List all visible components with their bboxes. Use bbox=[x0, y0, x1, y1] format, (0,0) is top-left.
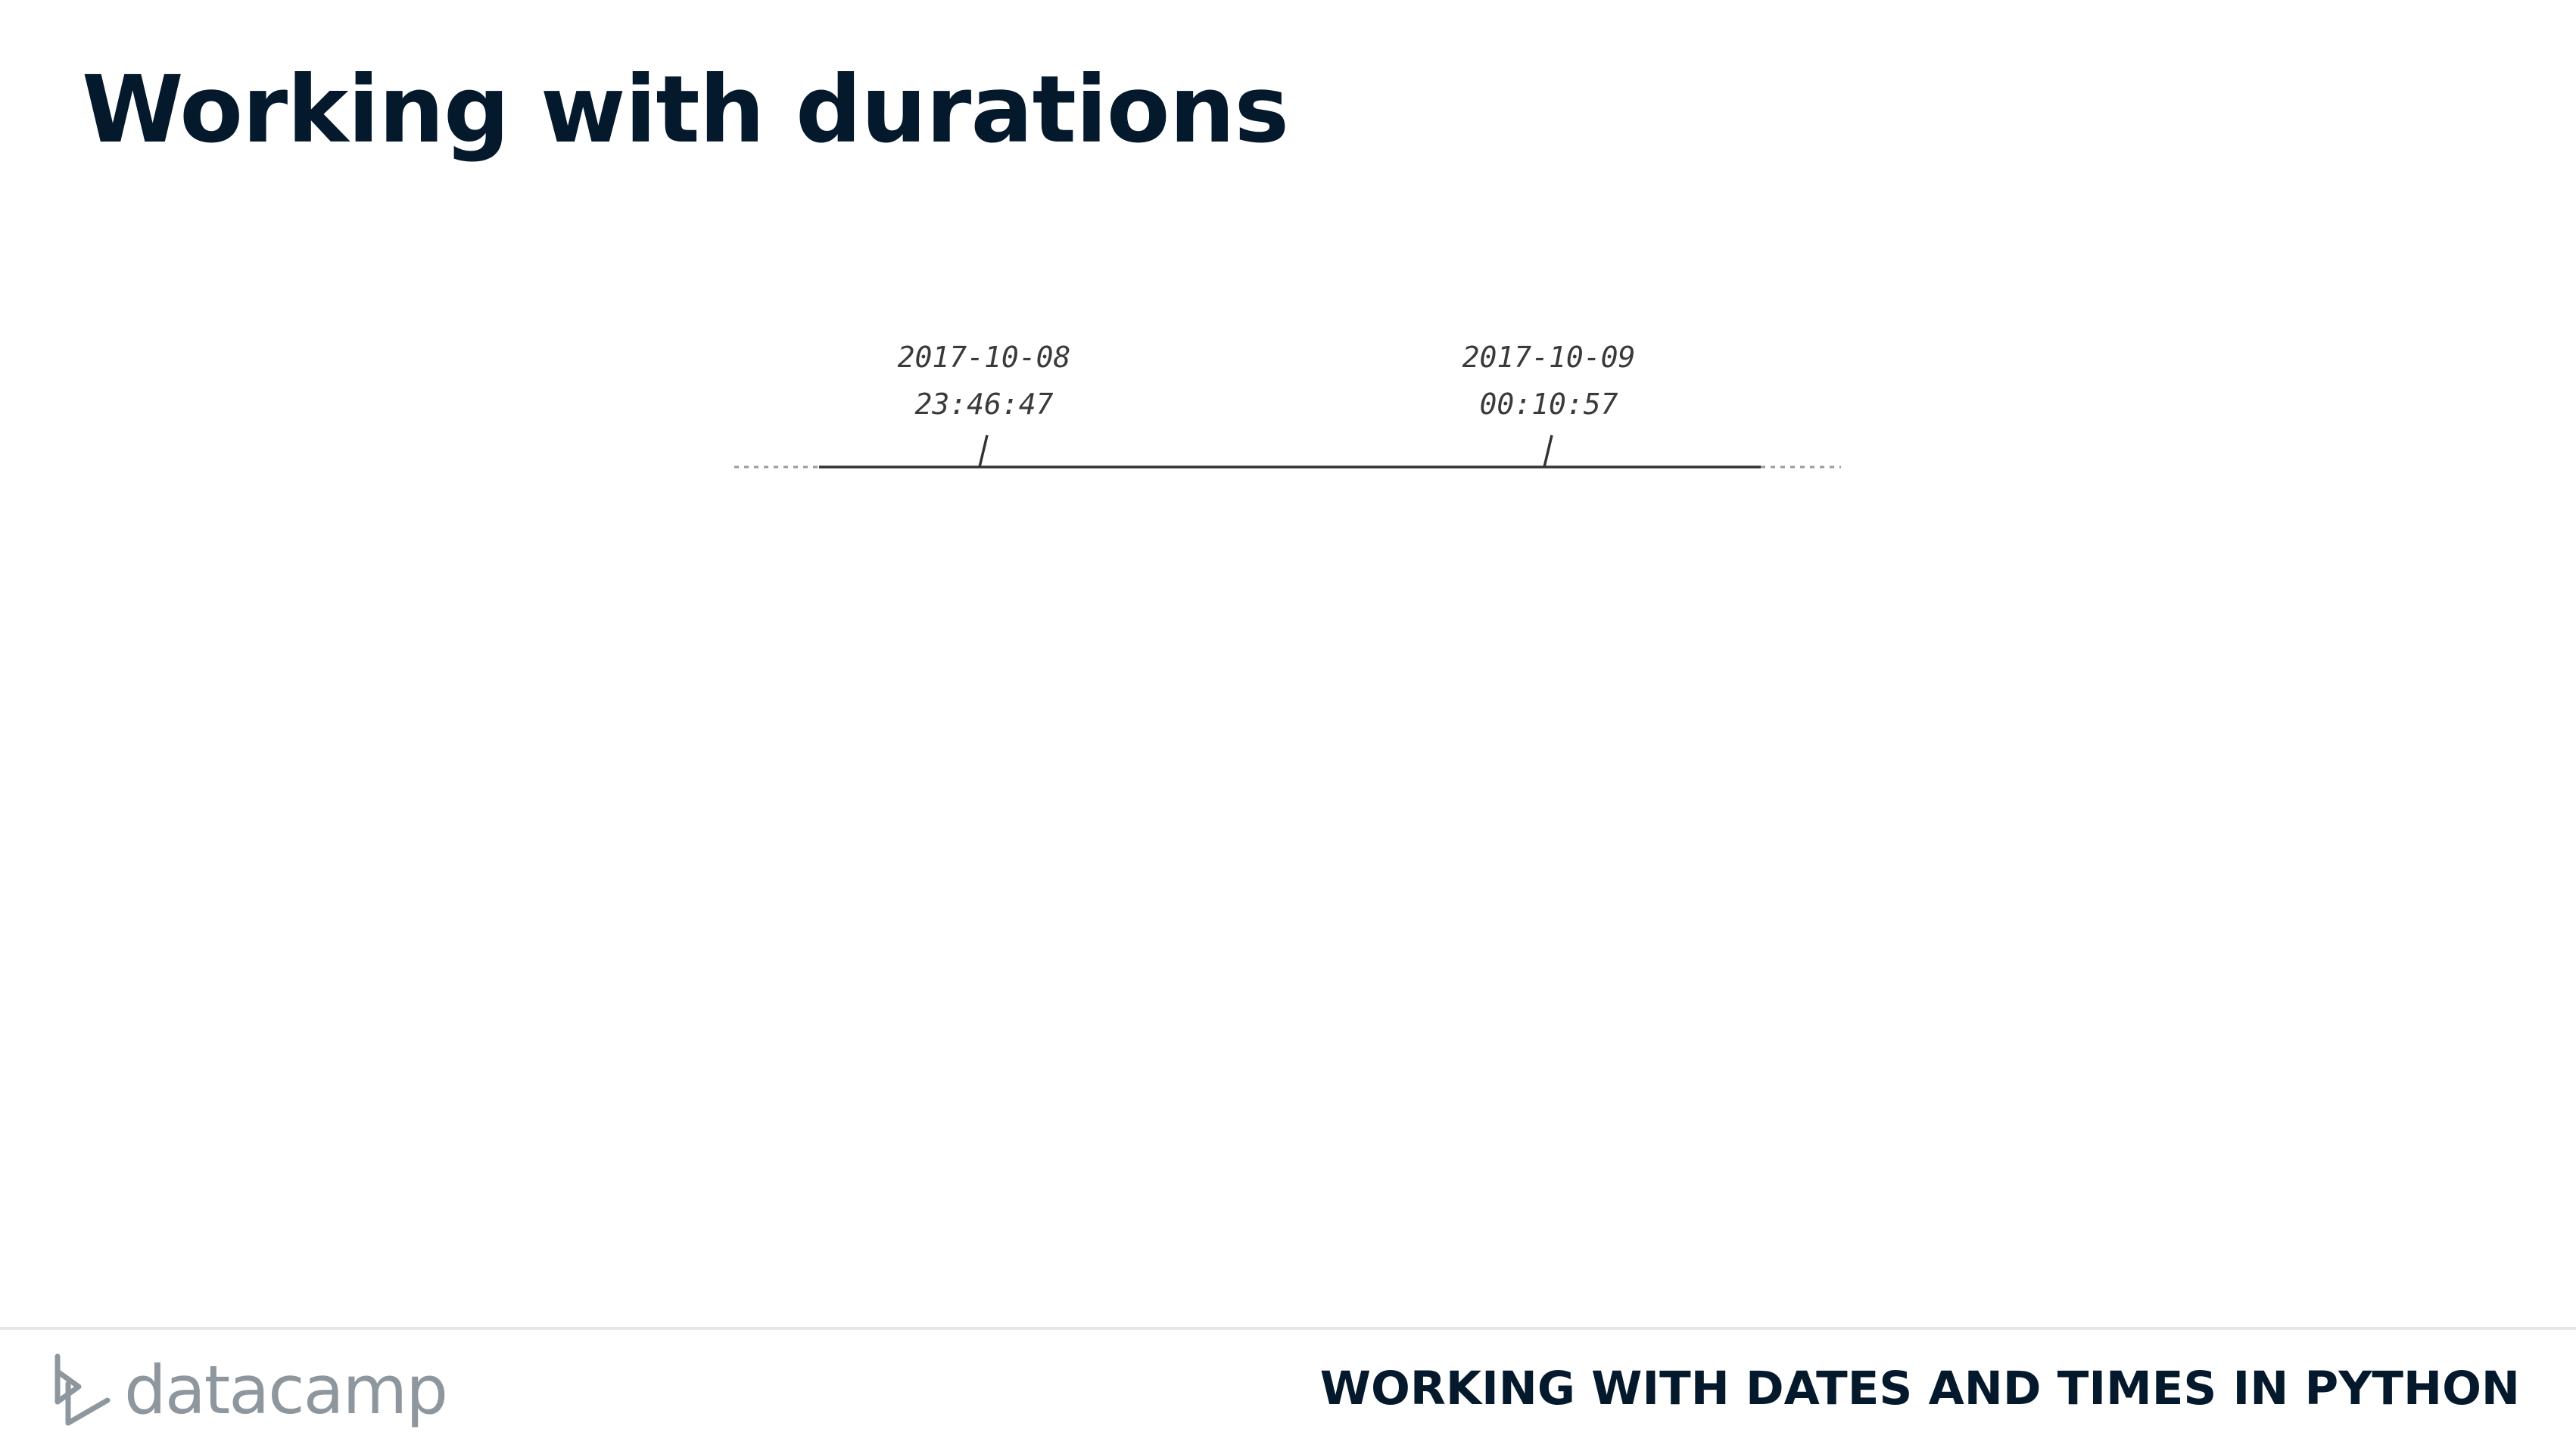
slide-title: Working with durations bbox=[82, 56, 1289, 163]
timeline-tick-end bbox=[1543, 434, 1553, 468]
event-end-time: 00:10:57 bbox=[1479, 388, 1618, 421]
datacamp-logo-icon bbox=[55, 1353, 111, 1426]
logo-wordmark: datacamp bbox=[124, 1351, 448, 1429]
event-start-date: 2017-10-08 bbox=[898, 341, 1071, 374]
course-title: WORKING WITH DATES AND TIMES IN PYTHON bbox=[1319, 1362, 2520, 1415]
datacamp-logo: datacamp bbox=[51, 1349, 448, 1432]
footer-divider bbox=[0, 1327, 2576, 1330]
timeline-tick-start bbox=[978, 434, 989, 468]
event-end-date: 2017-10-09 bbox=[1462, 341, 1636, 374]
event-start-time: 23:46:47 bbox=[914, 388, 1053, 421]
